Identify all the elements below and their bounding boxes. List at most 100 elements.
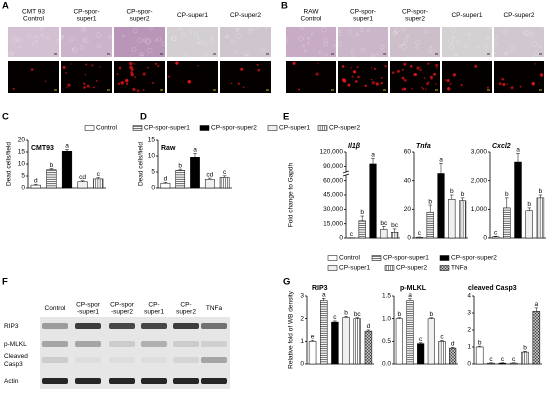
- significance-letter: bc: [354, 311, 362, 318]
- cell: [80, 26, 87, 33]
- significance-letter: b: [344, 310, 348, 317]
- dead-cell: [119, 68, 121, 70]
- fluorescence-image: [167, 61, 218, 93]
- cell: [534, 51, 539, 57]
- cell: [196, 37, 200, 40]
- cell: [82, 28, 86, 32]
- dead-cell: [230, 82, 233, 85]
- blot-column-label-line: Control: [45, 305, 67, 312]
- dead-cell: [347, 83, 351, 87]
- dead-cell: [357, 75, 360, 79]
- significance-letter: c: [501, 356, 505, 363]
- dead-cell: [197, 65, 199, 67]
- error-bar: [493, 236, 498, 237]
- panel-label: E: [283, 112, 289, 123]
- bar: [46, 169, 57, 189]
- cell: [35, 40, 39, 44]
- blot-column-label-line: super1: [144, 308, 164, 315]
- cell: [236, 33, 242, 39]
- y-tick-label: 30,000: [323, 206, 343, 213]
- y-tick-label: 3: [467, 310, 471, 317]
- significance-letter: b: [430, 311, 434, 318]
- cell: [351, 55, 354, 59]
- y-tick-label: 40: [404, 177, 412, 184]
- dead-cell: [510, 86, 514, 90]
- blot-band: [75, 341, 101, 347]
- image-label-line: CP-spor-: [126, 8, 152, 15]
- cell: [149, 26, 153, 31]
- dead-cell: [416, 66, 420, 70]
- cell: [394, 30, 398, 35]
- bar: [358, 220, 366, 239]
- dead-cell: [152, 81, 155, 84]
- image-label: RAW Control: [301, 8, 323, 22]
- blot-band: [75, 357, 101, 363]
- bar: [391, 232, 399, 239]
- significance-letter: b: [539, 188, 543, 195]
- cell: [9, 51, 15, 56]
- error-bar: [460, 197, 465, 201]
- cell: [182, 53, 188, 59]
- blot-column-label-line: CP-spor: [110, 301, 135, 308]
- blot-column-label-line: TNFa: [206, 305, 223, 312]
- significance-letter: c: [333, 314, 337, 321]
- image-label-line: super2: [130, 15, 150, 22]
- bar: [219, 177, 230, 189]
- bar: [487, 362, 495, 365]
- significance-letter: d: [34, 178, 38, 185]
- cell: [39, 27, 44, 32]
- cell: [18, 45, 22, 49]
- legend-label: CP-super2: [396, 265, 427, 272]
- cell: [493, 52, 497, 55]
- cell: [530, 31, 535, 36]
- y-tick-label: 0.5: [382, 338, 391, 345]
- dead-cell: [356, 66, 359, 69]
- dead-cell: [292, 61, 296, 65]
- fluorescence-image: [61, 61, 112, 93]
- chart-title: RIP3: [312, 285, 328, 292]
- bar: [406, 300, 414, 365]
- cell: [401, 44, 407, 50]
- error-bar: [440, 340, 444, 342]
- bar: [437, 173, 445, 239]
- cell: [139, 54, 145, 59]
- cell: [406, 34, 409, 38]
- cell: [321, 26, 327, 33]
- dead-cell: [187, 80, 192, 84]
- blot-band: [109, 341, 135, 347]
- y-tick-label: 4: [467, 293, 471, 300]
- cell: [532, 41, 538, 47]
- cell: [402, 43, 405, 46]
- cell: [463, 44, 468, 49]
- dead-cell: [422, 88, 424, 90]
- cell: [370, 53, 375, 58]
- cell: [122, 34, 125, 38]
- cell: [131, 47, 137, 52]
- brightfield-image: [338, 27, 388, 57]
- legend-label: CP-super1: [279, 125, 310, 132]
- bar: [364, 330, 373, 365]
- cell: [509, 46, 515, 52]
- dead-cell: [539, 73, 544, 77]
- bar: [30, 184, 41, 189]
- blot-band: [109, 357, 135, 363]
- cell: [359, 27, 364, 32]
- cell: [283, 38, 289, 43]
- dead-cell: [486, 86, 490, 89]
- chart-title: Raw: [161, 145, 176, 152]
- bar: [459, 200, 467, 239]
- bar: [190, 157, 200, 189]
- significance-letter: c: [223, 169, 227, 176]
- error-bar: [49, 168, 54, 170]
- cell: [145, 38, 152, 44]
- blot-column-label: TNFa: [206, 305, 223, 312]
- cell: [489, 53, 493, 56]
- dead-cell: [95, 79, 98, 82]
- cell: [310, 32, 314, 36]
- dead-cell: [67, 83, 71, 87]
- significance-letter: a: [535, 301, 539, 308]
- cell: [455, 39, 462, 46]
- cell: [504, 52, 508, 56]
- error-bar: [310, 339, 315, 342]
- error-bar: [450, 346, 455, 349]
